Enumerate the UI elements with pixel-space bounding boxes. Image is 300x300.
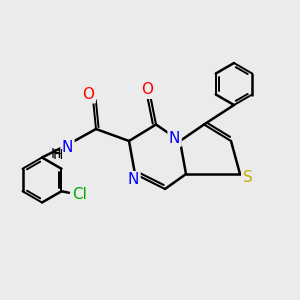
Text: O: O [141,82,153,98]
Text: N: N [60,141,72,156]
Text: S: S [242,168,253,186]
Text: H: H [50,148,61,161]
Text: Cl: Cl [70,187,86,202]
Text: N: N [169,130,180,146]
Text: Cl: Cl [72,187,87,202]
Text: N: N [62,140,73,155]
Text: N: N [169,130,180,146]
Text: N: N [128,172,139,188]
Text: O: O [82,87,94,102]
Text: N: N [128,172,139,188]
Text: S: S [243,169,252,184]
Text: H: H [52,148,63,162]
Text: O: O [141,82,153,98]
Text: O: O [82,87,94,102]
